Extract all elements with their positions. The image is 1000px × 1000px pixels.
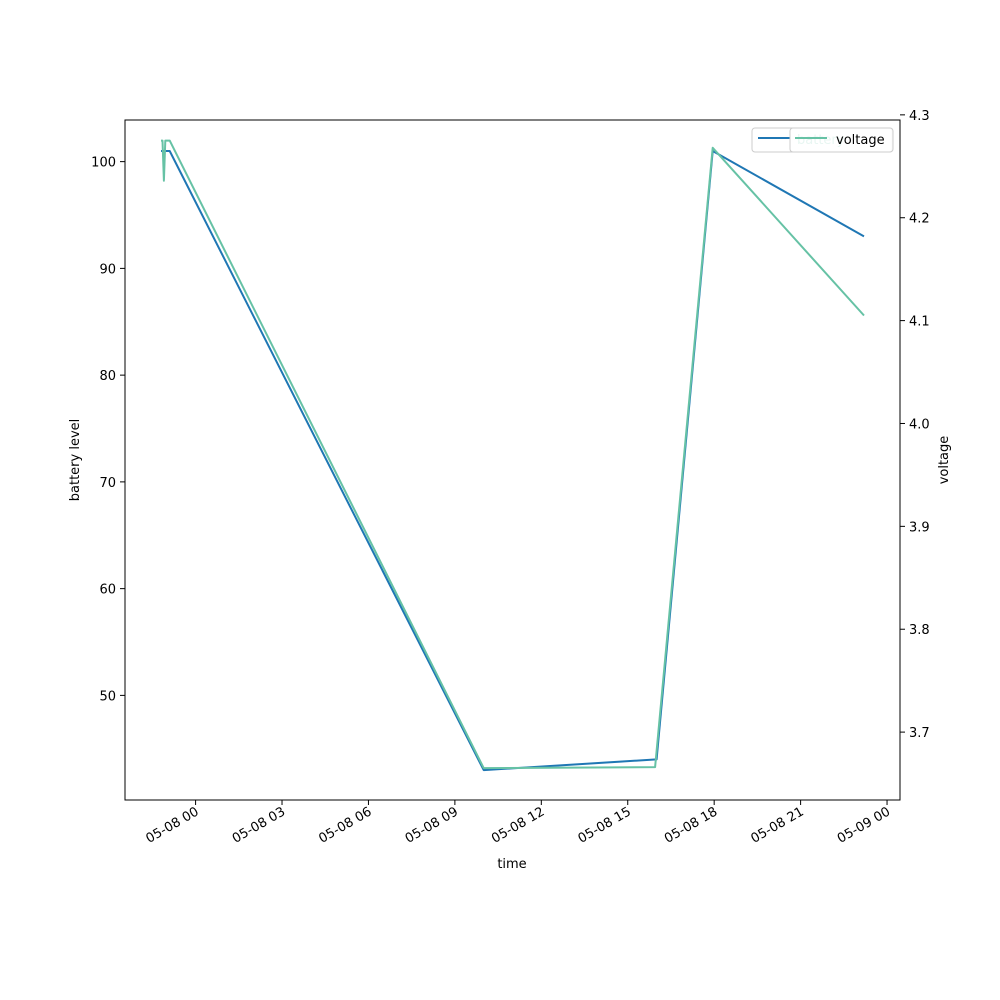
legend-voltage: voltage [789, 127, 894, 153]
plot-background [125, 120, 900, 800]
y-axis-right: 3.7 3.8 3.9 4.0 4.1 4.2 4.3 [900, 109, 930, 741]
y-right-tick-label: 4.0 [909, 417, 930, 432]
y-right-tick-label: 4.1 [909, 315, 930, 330]
y-right-tick-label: 4.2 [909, 212, 930, 227]
y-left-tick-label: 100 [91, 156, 116, 171]
x-tick-label: 05-08 12 [489, 804, 547, 846]
x-tick-label: 05-08 03 [230, 804, 288, 846]
x-tick-label: 05-08 00 [143, 804, 201, 846]
y-left-tick-label: 70 [99, 476, 116, 491]
y-right-tick-label: 3.8 [909, 623, 930, 638]
y-left-tick-label: 60 [99, 583, 116, 598]
x-tick-label: 05-08 06 [316, 804, 374, 846]
y-axis-left-label: battery level [68, 419, 83, 502]
x-tick-label: 05-09 00 [835, 804, 893, 846]
y-right-tick-label: 3.9 [909, 520, 930, 535]
y-left-tick-label: 80 [99, 369, 116, 384]
x-axis: 05-08 00 05-08 03 05-08 06 05-08 09 05-08 12… [143, 800, 893, 847]
y-left-tick-label: 90 [99, 262, 116, 277]
series-line-voltage [161, 139, 865, 770]
legend-voltage-box [789, 127, 894, 153]
y-right-tick-label: 3.7 [909, 726, 930, 741]
x-tick-label: 05-08 15 [576, 804, 634, 846]
x-tick-label: 05-08 21 [748, 804, 806, 846]
series-line-battery [161, 150, 865, 772]
x-tick-label: 05-08 09 [403, 804, 461, 846]
y-left-tick-label: 50 [99, 689, 116, 704]
x-tick-label: 05-08 18 [662, 804, 720, 846]
legend-voltage-label: voltage [836, 133, 885, 148]
y-axis-left: 50 60 70 80 90 100 [91, 156, 125, 704]
y-axis-right-label: voltage [937, 436, 952, 485]
series-layer [161, 139, 865, 772]
plot-frame [124, 119, 901, 801]
y-right-tick-label: 4.3 [909, 109, 930, 124]
x-axis-label: time [497, 857, 526, 872]
